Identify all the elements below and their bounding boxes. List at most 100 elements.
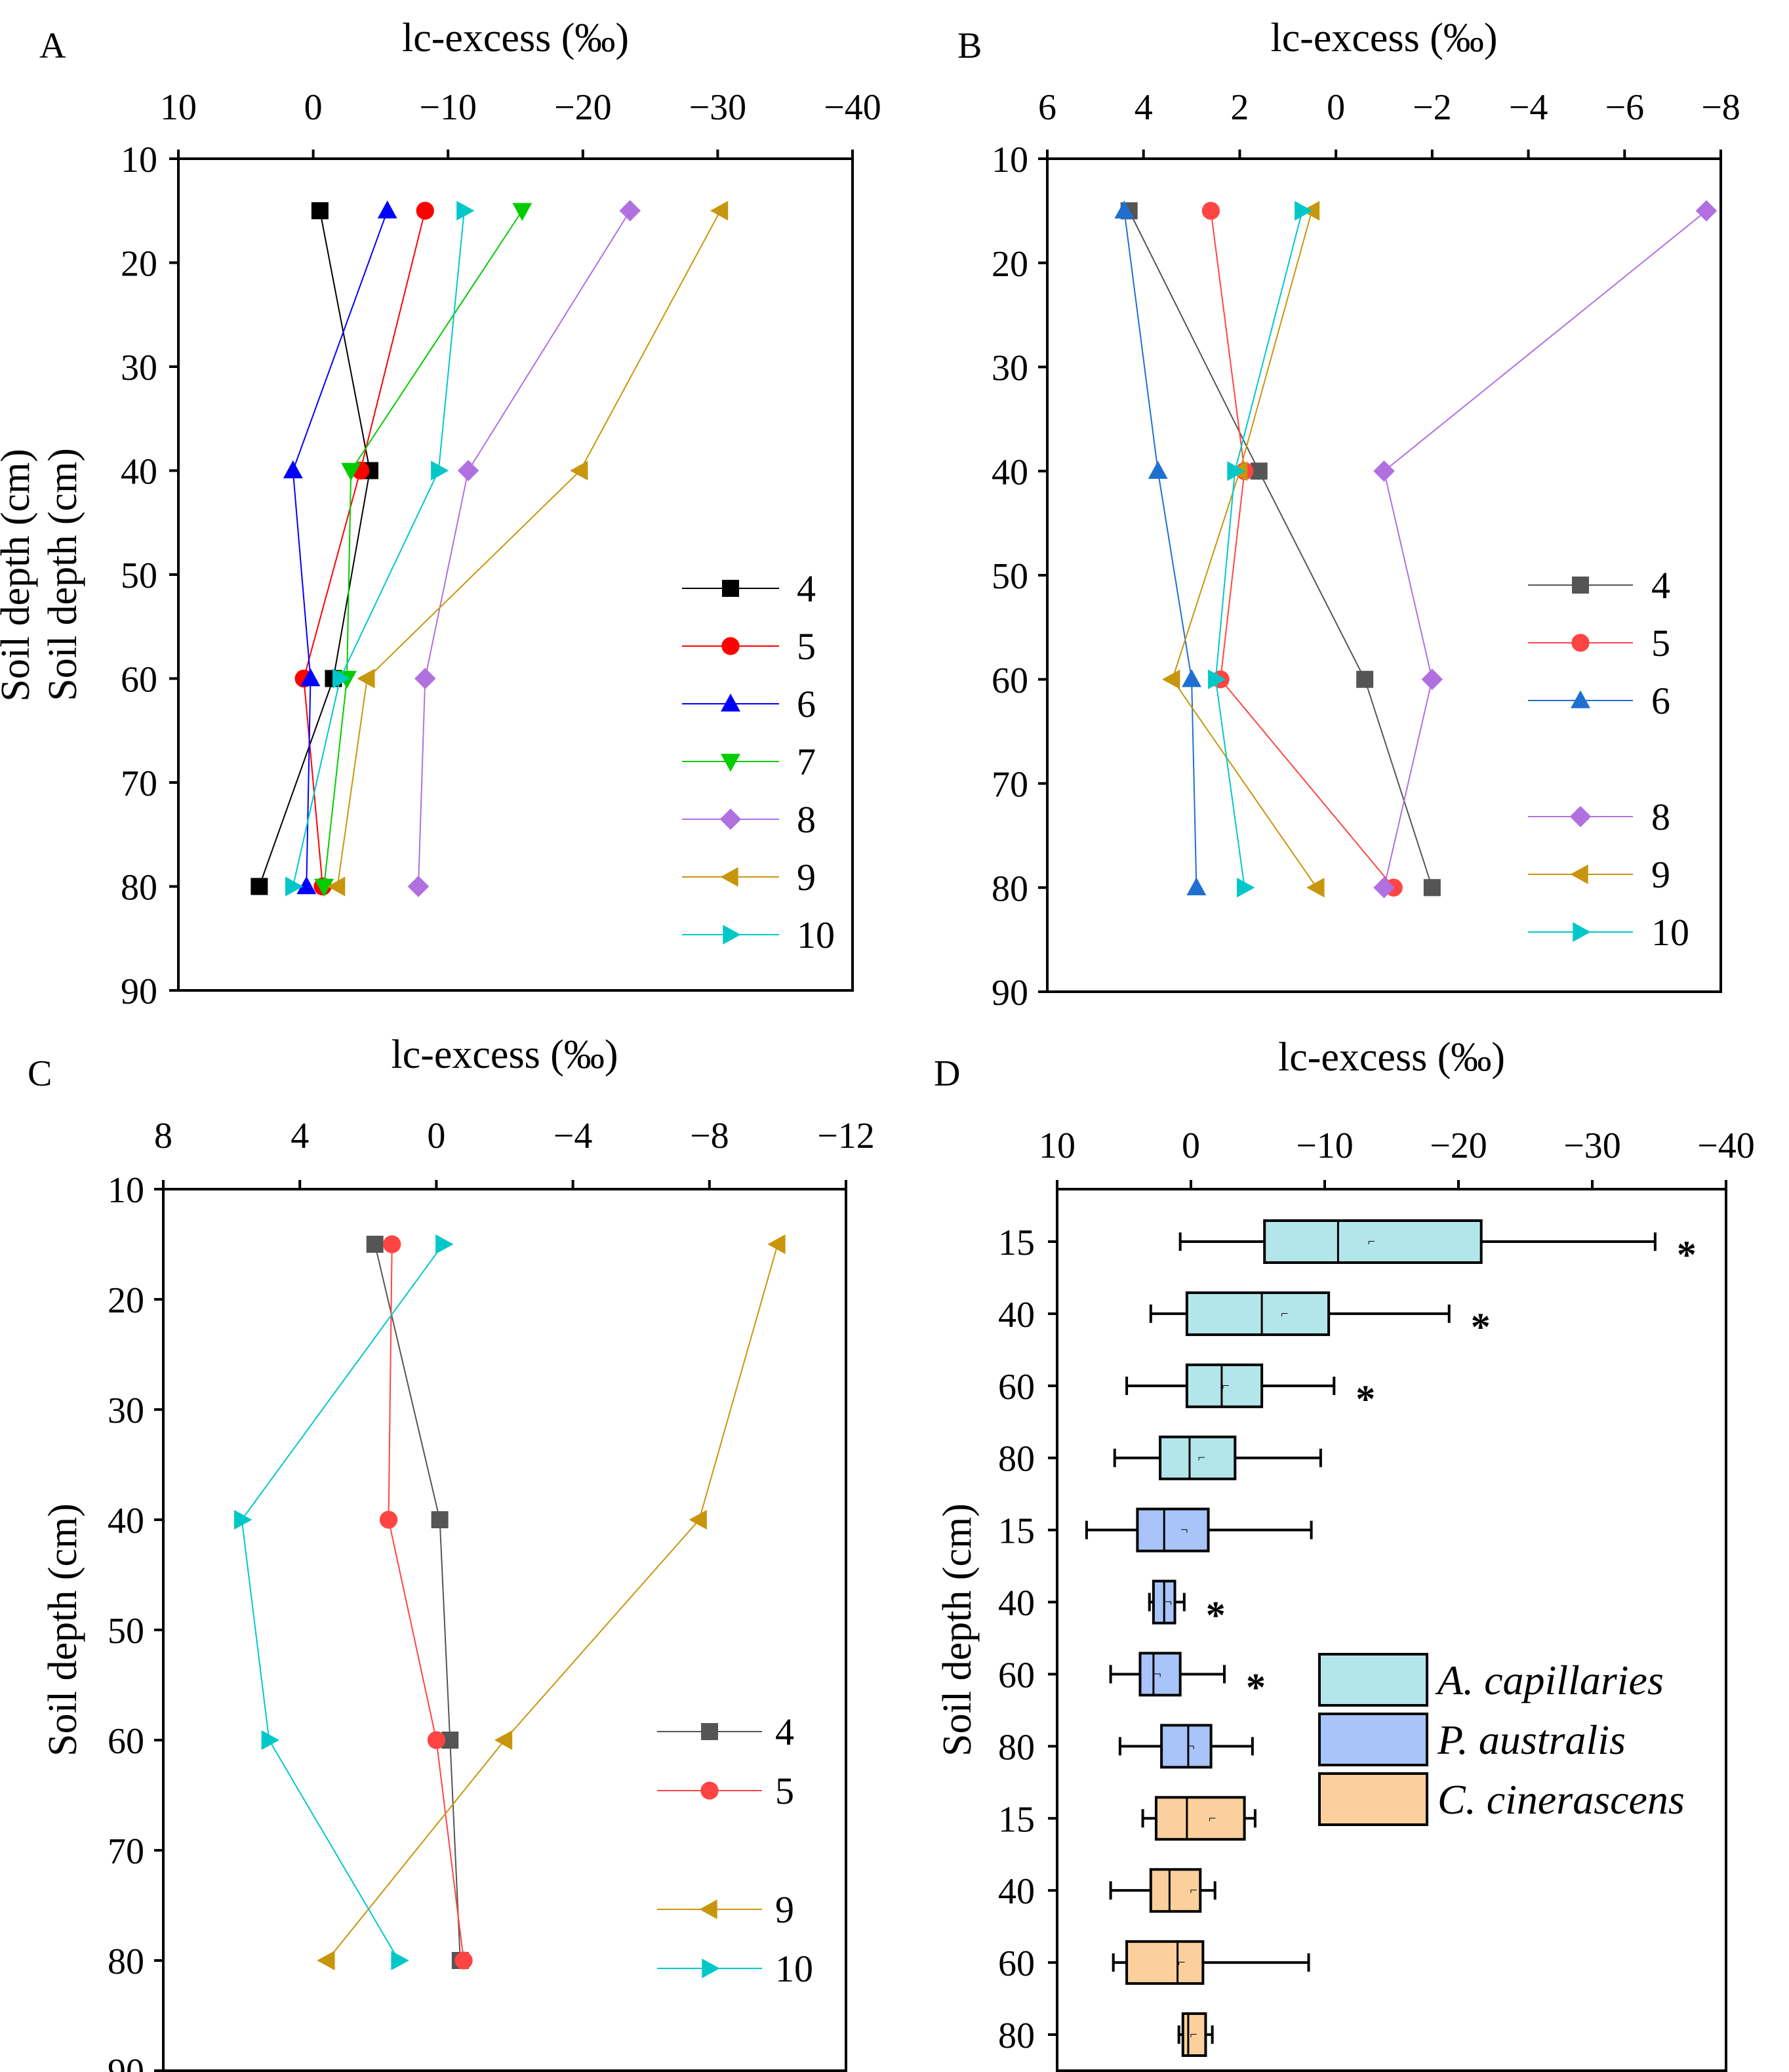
data-point	[1306, 878, 1325, 898]
legend-marker	[719, 808, 742, 830]
x-tick-label: −40	[824, 87, 881, 128]
data-point	[1421, 668, 1443, 690]
x-tick-label: 0	[304, 87, 323, 128]
data-point	[431, 460, 449, 481]
y-tick-label: 10	[108, 1170, 144, 1211]
y-tick-label: 40	[121, 452, 157, 493]
mean-marker: ¬	[1165, 1595, 1172, 1610]
legend-item: 8	[1528, 796, 1670, 838]
legend-label: 10	[797, 914, 835, 956]
legend-marker	[722, 580, 739, 597]
legend-swatch	[1318, 1772, 1428, 1826]
y-tick-label: 50	[992, 556, 1028, 597]
legend-label: A. capillaries	[1435, 1657, 1664, 1703]
series-10	[285, 201, 475, 897]
x-tick-label: 0	[427, 1116, 445, 1156]
series-5	[294, 201, 434, 896]
data-point	[427, 1731, 446, 1749]
series-4	[366, 1236, 469, 1969]
legend-marker	[1570, 864, 1588, 884]
box-body	[1185, 1363, 1264, 1408]
legend-item: 4	[1528, 564, 1670, 607]
mean-marker: ⌐	[1222, 1379, 1229, 1393]
series-line	[336, 210, 721, 887]
data-point	[431, 1511, 449, 1528]
box-body	[1125, 1940, 1205, 1985]
series-line	[323, 210, 523, 887]
data-point	[1227, 461, 1245, 481]
box-body	[1159, 1435, 1237, 1480]
data-point	[234, 1510, 252, 1530]
y-tick-label: 40	[108, 1501, 144, 1541]
x-tick-label: −10	[1296, 1126, 1354, 1166]
y-tick-label: 40	[992, 452, 1028, 493]
mean-marker: ¬	[1187, 1739, 1194, 1753]
legend-marker	[702, 1959, 720, 1978]
legend-label: 4	[1651, 564, 1670, 607]
mean-marker: ¬	[1180, 1523, 1188, 1537]
y-tick-label: 90	[992, 973, 1028, 1013]
x-tick-label: −8	[1701, 87, 1740, 128]
y-tick-label: 50	[121, 556, 157, 596]
y-tick-label: 90	[121, 971, 157, 1012]
panel-letter: C	[28, 1053, 52, 1094]
x-tick-label: 4	[291, 1116, 309, 1156]
x-axis-title: lc-excess (‰)	[392, 1032, 618, 1077]
legend-marker	[700, 1781, 719, 1800]
data-point	[435, 1234, 454, 1254]
y-axis-title: Soil depth (cm)	[41, 1503, 85, 1757]
y-tick-label: 70	[108, 1831, 144, 1872]
mean-marker: ⌐	[1190, 1883, 1197, 1898]
box-6: ¬ *	[1109, 1652, 1266, 1709]
significance-star: *	[1246, 1665, 1266, 1709]
x-tick-label: −4	[1509, 87, 1548, 128]
y-tick-label: 80	[121, 868, 157, 908]
significance-star: *	[1471, 1305, 1491, 1349]
mean-marker: ⌐	[1178, 1955, 1185, 1970]
data-point	[454, 1951, 473, 1970]
data-point	[767, 1234, 786, 1254]
legend-swatch	[1318, 1653, 1428, 1707]
series-line	[1171, 211, 1317, 888]
y-tick-label: 60	[121, 660, 157, 701]
y-tick-label: 90	[108, 2052, 144, 2072]
data-point	[689, 1510, 707, 1530]
series-line	[417, 210, 631, 887]
y-tick-label: 60	[998, 1943, 1035, 1984]
box-7: ¬	[1118, 1724, 1254, 1769]
legend-marker	[701, 1723, 718, 1740]
box-3: ⌐	[1113, 1435, 1322, 1480]
data-point	[1356, 670, 1374, 688]
legend-marker	[1569, 805, 1592, 828]
y-tick-label: 30	[992, 348, 1028, 389]
legend-label: C. cinerascens	[1437, 1776, 1685, 1823]
data-point	[317, 1951, 335, 1970]
y-tick-label: 80	[108, 1941, 144, 1982]
y-tick-label: 15	[998, 1223, 1035, 1263]
box-8: ⌐	[1141, 1796, 1256, 1841]
legend-item: P. australis	[1318, 1713, 1626, 1766]
x-tick-label: 4	[1135, 87, 1153, 128]
data-point	[341, 462, 361, 481]
legend-marker	[721, 754, 740, 772]
legend-marker	[1571, 634, 1590, 652]
plot-frame	[1046, 157, 1722, 993]
legend-item: C. cinerascens	[1318, 1772, 1685, 1826]
mean-marker: ⌐	[1198, 1451, 1205, 1465]
data-point	[357, 668, 375, 689]
y-tick-label: 15	[998, 1799, 1035, 1840]
legend-label: 5	[775, 1770, 794, 1812]
series-line	[292, 210, 388, 887]
series-5	[1201, 201, 1403, 897]
legend-item: A. capillaries	[1318, 1653, 1664, 1707]
legend-marker	[1573, 922, 1591, 942]
legend-item: 9	[682, 856, 816, 899]
y-tick-label: 40	[998, 1871, 1035, 1912]
legend-marker	[721, 637, 740, 655]
box-body	[1149, 1868, 1202, 1913]
series-4	[1120, 202, 1441, 897]
legend-item: 6	[682, 683, 816, 725]
